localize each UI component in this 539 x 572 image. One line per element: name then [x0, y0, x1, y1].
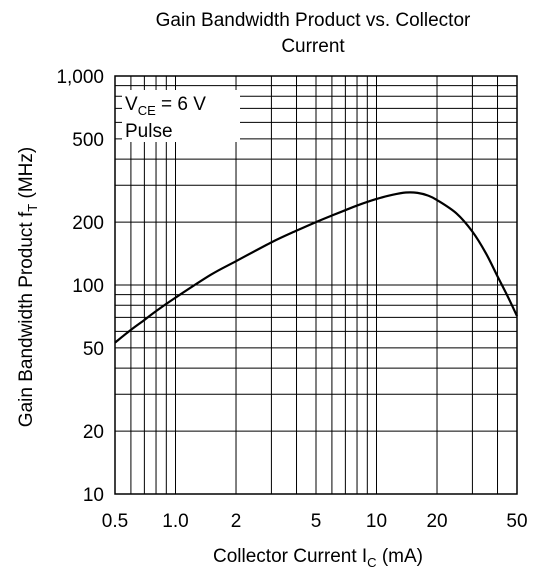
y-tick-label: 200 — [72, 213, 104, 234]
y-tick-label: 50 — [83, 339, 104, 360]
x-tick-label: 5 — [311, 511, 322, 532]
y-axis-label-unit: (MHz) — [16, 147, 37, 204]
gain-bandwidth-curve — [114, 191, 518, 344]
y-tick-label: 100 — [72, 276, 104, 297]
y-tick-label: 10 — [83, 485, 104, 506]
y-axis-label-sub: T — [25, 204, 40, 212]
x-axis-ticks: 0.5 1.0 2 5 10 20 50 — [102, 511, 528, 532]
plot-frame — [114, 75, 518, 495]
pulse-annotation: Pulse — [125, 121, 173, 142]
x-tick-label: 50 — [506, 511, 527, 532]
annotation-box: VCE = 6 V Pulse — [122, 90, 240, 142]
x-axis-label-sub: C — [367, 555, 376, 570]
x-axis-label: Collector Current IC (mA) — [213, 546, 423, 570]
y-axis-label: Gain Bandwidth Product fT (MHz) — [16, 147, 40, 427]
x-axis-label-unit: (mA) — [377, 546, 423, 567]
grid — [115, 76, 517, 494]
y-tick-label: 500 — [72, 130, 104, 151]
x-tick-label: 0.5 — [102, 511, 128, 532]
y-tick-label: 20 — [83, 422, 104, 443]
x-tick-label: 20 — [426, 511, 447, 532]
x-tick-label: 10 — [366, 511, 387, 532]
annotation-background — [122, 90, 240, 142]
vce-annotation-sub: CE — [138, 103, 156, 118]
y-axis-label-main: Gain Bandwidth Product f — [16, 211, 37, 427]
vce-annotation: VCE = 6 V — [125, 94, 206, 118]
x-tick-label: 2 — [231, 511, 242, 532]
chart-title-line-1: Gain Bandwidth Product vs. Collector — [156, 10, 471, 31]
chart-title-line-2: Current — [281, 36, 345, 57]
vce-annotation-rest: = 6 V — [156, 94, 206, 115]
x-axis-label-main: Collector Current I — [213, 546, 367, 567]
y-tick-label: 1,000 — [56, 67, 104, 88]
x-tick-label: 1.0 — [162, 511, 188, 532]
vce-annotation-main: V — [125, 94, 138, 115]
y-axis-ticks: 10 20 50 100 200 500 1,000 — [56, 67, 104, 506]
chart-title: Gain Bandwidth Product vs. Collector Cur… — [156, 10, 471, 57]
